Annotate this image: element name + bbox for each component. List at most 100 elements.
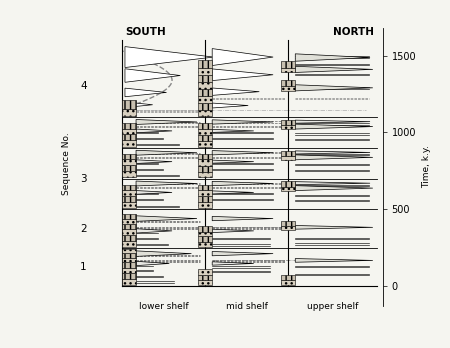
Bar — [122, 154, 136, 159]
Bar — [198, 141, 212, 147]
Bar — [198, 129, 212, 135]
Polygon shape — [136, 129, 172, 133]
Polygon shape — [295, 226, 373, 229]
Bar — [281, 181, 295, 187]
Polygon shape — [212, 252, 273, 256]
Bar — [122, 123, 136, 129]
Text: 2: 2 — [80, 223, 87, 234]
Bar — [122, 268, 136, 273]
Polygon shape — [136, 251, 191, 256]
Bar — [122, 185, 136, 190]
Bar — [122, 134, 136, 141]
Text: 4: 4 — [80, 81, 87, 91]
Bar — [281, 68, 295, 72]
Bar — [122, 141, 136, 147]
Bar — [198, 232, 212, 236]
Polygon shape — [212, 262, 254, 265]
Text: 3: 3 — [80, 174, 87, 184]
Polygon shape — [212, 216, 273, 221]
Text: lower shelf: lower shelf — [139, 302, 189, 311]
Polygon shape — [212, 160, 254, 163]
Bar — [281, 61, 295, 68]
Polygon shape — [212, 129, 254, 133]
Bar — [281, 280, 295, 285]
Bar — [122, 229, 136, 235]
Polygon shape — [136, 229, 172, 233]
Polygon shape — [212, 181, 273, 185]
Polygon shape — [136, 191, 172, 194]
Polygon shape — [125, 47, 214, 68]
Bar — [198, 269, 212, 275]
Bar — [198, 275, 212, 280]
Bar — [281, 86, 295, 91]
Bar — [122, 214, 136, 219]
Polygon shape — [136, 216, 197, 221]
Text: mid shelf: mid shelf — [226, 302, 268, 311]
Bar — [122, 219, 136, 224]
Bar — [122, 202, 136, 208]
Polygon shape — [295, 124, 373, 129]
Bar — [122, 241, 136, 247]
Bar — [198, 103, 212, 110]
Bar — [122, 129, 136, 134]
Bar — [198, 242, 212, 247]
Bar — [198, 159, 212, 166]
Bar — [281, 276, 295, 280]
Bar — [198, 203, 212, 208]
Y-axis label: Time, k.y.: Time, k.y. — [422, 145, 431, 189]
Bar — [198, 89, 212, 96]
Bar — [122, 196, 136, 202]
Bar — [198, 68, 212, 75]
Bar — [122, 273, 136, 279]
Bar — [198, 166, 212, 172]
Polygon shape — [212, 103, 248, 108]
Polygon shape — [295, 151, 370, 154]
Polygon shape — [125, 69, 180, 82]
Polygon shape — [295, 155, 373, 160]
Bar — [122, 258, 136, 262]
Bar — [122, 248, 136, 253]
Polygon shape — [295, 120, 370, 123]
Bar — [281, 80, 295, 86]
Bar — [198, 196, 212, 203]
Bar — [122, 159, 136, 165]
Bar — [122, 109, 136, 116]
Polygon shape — [295, 185, 373, 191]
Bar — [281, 120, 295, 125]
Polygon shape — [295, 66, 373, 72]
Text: NORTH: NORTH — [333, 27, 374, 37]
Bar — [198, 82, 212, 89]
Polygon shape — [295, 54, 370, 61]
Bar — [198, 172, 212, 177]
Bar — [281, 221, 295, 226]
Bar — [198, 190, 212, 196]
Polygon shape — [295, 259, 373, 262]
Bar — [281, 125, 295, 129]
Bar — [198, 123, 212, 129]
Bar — [281, 187, 295, 191]
Bar — [281, 151, 295, 156]
Polygon shape — [212, 88, 259, 95]
Polygon shape — [136, 119, 197, 125]
Polygon shape — [295, 182, 370, 185]
Bar — [198, 110, 212, 116]
Bar — [122, 262, 136, 268]
Bar — [198, 60, 212, 68]
Bar — [122, 235, 136, 241]
Polygon shape — [125, 88, 166, 97]
Polygon shape — [212, 49, 273, 65]
Bar — [122, 171, 136, 177]
Bar — [198, 96, 212, 103]
Polygon shape — [212, 69, 273, 81]
Bar — [122, 100, 136, 109]
Text: Sequence No.: Sequence No. — [62, 132, 71, 195]
Polygon shape — [212, 120, 273, 124]
Bar — [198, 236, 212, 242]
Bar — [198, 185, 212, 190]
Bar — [198, 75, 212, 82]
Text: SOUTH: SOUTH — [125, 27, 166, 37]
Polygon shape — [136, 160, 172, 164]
Polygon shape — [136, 181, 197, 186]
Polygon shape — [212, 151, 273, 155]
Polygon shape — [136, 150, 197, 155]
